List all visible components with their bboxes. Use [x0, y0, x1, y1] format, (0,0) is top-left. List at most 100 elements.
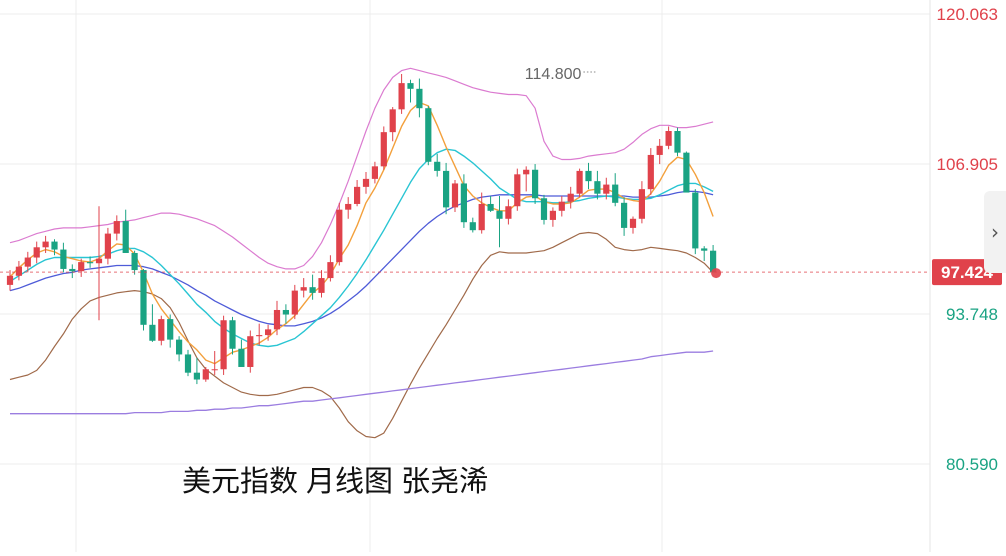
candle-body	[380, 132, 387, 167]
candle	[60, 242, 67, 273]
candle	[6, 270, 14, 291]
candle-body	[638, 189, 645, 219]
candle	[540, 194, 548, 225]
candle-body	[523, 169, 530, 175]
candle-body	[532, 169, 539, 199]
candle	[113, 215, 120, 241]
candle-body	[60, 249, 67, 269]
candle	[656, 138, 663, 165]
candle	[131, 250, 138, 275]
candle-body	[362, 178, 370, 187]
candle	[78, 258, 85, 277]
chart-title: 美元指数 月线图 张尧浠	[182, 465, 488, 498]
candle-body	[514, 174, 521, 207]
candle	[149, 304, 156, 342]
candle	[443, 162, 450, 215]
candle-body	[42, 241, 49, 248]
candle	[576, 168, 583, 198]
candle	[629, 216, 637, 234]
candle-body	[256, 335, 263, 337]
candle-body	[487, 203, 494, 211]
candle	[478, 192, 485, 234]
candle-body	[318, 278, 325, 293]
candle	[104, 227, 111, 265]
candle-body	[505, 206, 512, 219]
candle	[122, 209, 129, 253]
candle	[603, 177, 610, 200]
candle	[674, 127, 681, 157]
candles	[6, 73, 717, 385]
candle	[647, 148, 654, 195]
candle	[327, 255, 334, 282]
y-tick-label: 120.063	[937, 5, 998, 24]
candle-body	[176, 339, 183, 355]
candle	[193, 357, 200, 385]
candle-body	[692, 192, 699, 249]
candle-body	[665, 131, 672, 146]
candle	[229, 316, 236, 355]
candle-body	[674, 131, 681, 153]
candle-body	[683, 152, 690, 193]
candle	[336, 202, 343, 266]
candle	[69, 264, 76, 279]
candle-body	[265, 329, 272, 336]
bollinger-bands	[9, 67, 714, 439]
candle-body	[238, 348, 245, 367]
candle-body	[460, 183, 467, 223]
candle-body	[78, 262, 85, 272]
candle	[140, 268, 147, 331]
candle	[692, 189, 699, 255]
bb-upper-line	[9, 67, 714, 270]
candle-body	[282, 309, 289, 315]
candle	[256, 323, 263, 346]
candle	[683, 151, 690, 193]
candle-body	[612, 184, 619, 203]
candle-body	[69, 268, 76, 272]
candle-body	[389, 109, 396, 133]
candle	[371, 161, 378, 184]
candle-body	[701, 248, 708, 251]
candle	[514, 168, 521, 211]
candle	[407, 79, 414, 103]
ma-slow-line	[9, 190, 714, 327]
candle-body	[158, 319, 165, 341]
candle	[15, 260, 22, 281]
candle	[211, 351, 218, 375]
candle-body	[122, 221, 129, 253]
candle	[273, 300, 281, 336]
current-price-label: 97.424	[941, 263, 994, 282]
candle	[496, 195, 503, 248]
candle	[24, 251, 31, 273]
candle-body	[603, 184, 610, 194]
candle-body	[193, 372, 200, 380]
next-arrow-button[interactable]: ›	[984, 191, 1006, 273]
candle	[238, 339, 245, 367]
candle	[95, 206, 103, 321]
candle	[558, 195, 565, 217]
candle-body	[95, 258, 103, 264]
candle	[318, 270, 325, 298]
candle	[594, 170, 601, 200]
candle-body	[229, 320, 236, 349]
max-price-annotation: 114.800	[525, 66, 582, 83]
candle-body	[416, 88, 423, 109]
candle	[184, 349, 192, 377]
candle	[202, 366, 209, 382]
candle-body	[309, 287, 316, 293]
candle	[612, 173, 619, 207]
candle	[345, 197, 352, 219]
candle	[425, 105, 432, 166]
candle	[434, 153, 441, 177]
y-tick-label: 93.748	[946, 305, 998, 324]
candle-body	[656, 145, 663, 155]
overlays: 114.800 美元指数 月线图 张尧浠	[0, 66, 930, 498]
y-axis: 120.063 106.905 93.748 80.590 97.424	[932, 5, 1002, 474]
candle-body	[710, 250, 717, 273]
candle	[33, 241, 40, 264]
candle-body	[149, 324, 156, 341]
candle-body	[167, 319, 174, 340]
candle-body	[496, 210, 503, 219]
candle	[300, 278, 307, 298]
candle	[158, 315, 165, 346]
